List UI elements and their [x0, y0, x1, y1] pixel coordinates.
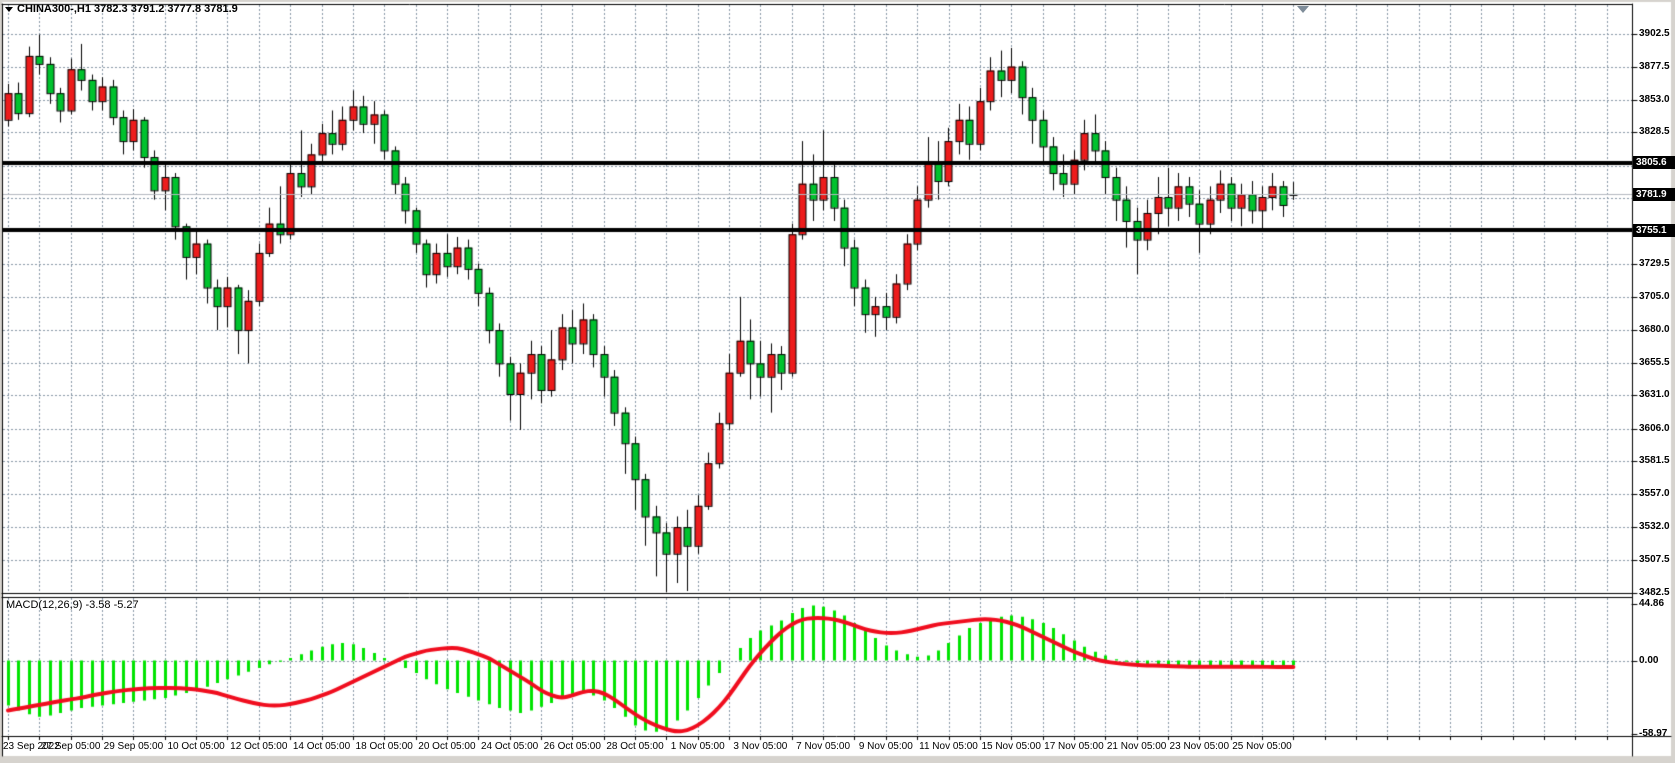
price-chart-canvas[interactable] [0, 0, 1675, 763]
chart-window: CHINA300-,H1 3782.3 3791.2 3777.8 3781.9… [0, 0, 1675, 763]
